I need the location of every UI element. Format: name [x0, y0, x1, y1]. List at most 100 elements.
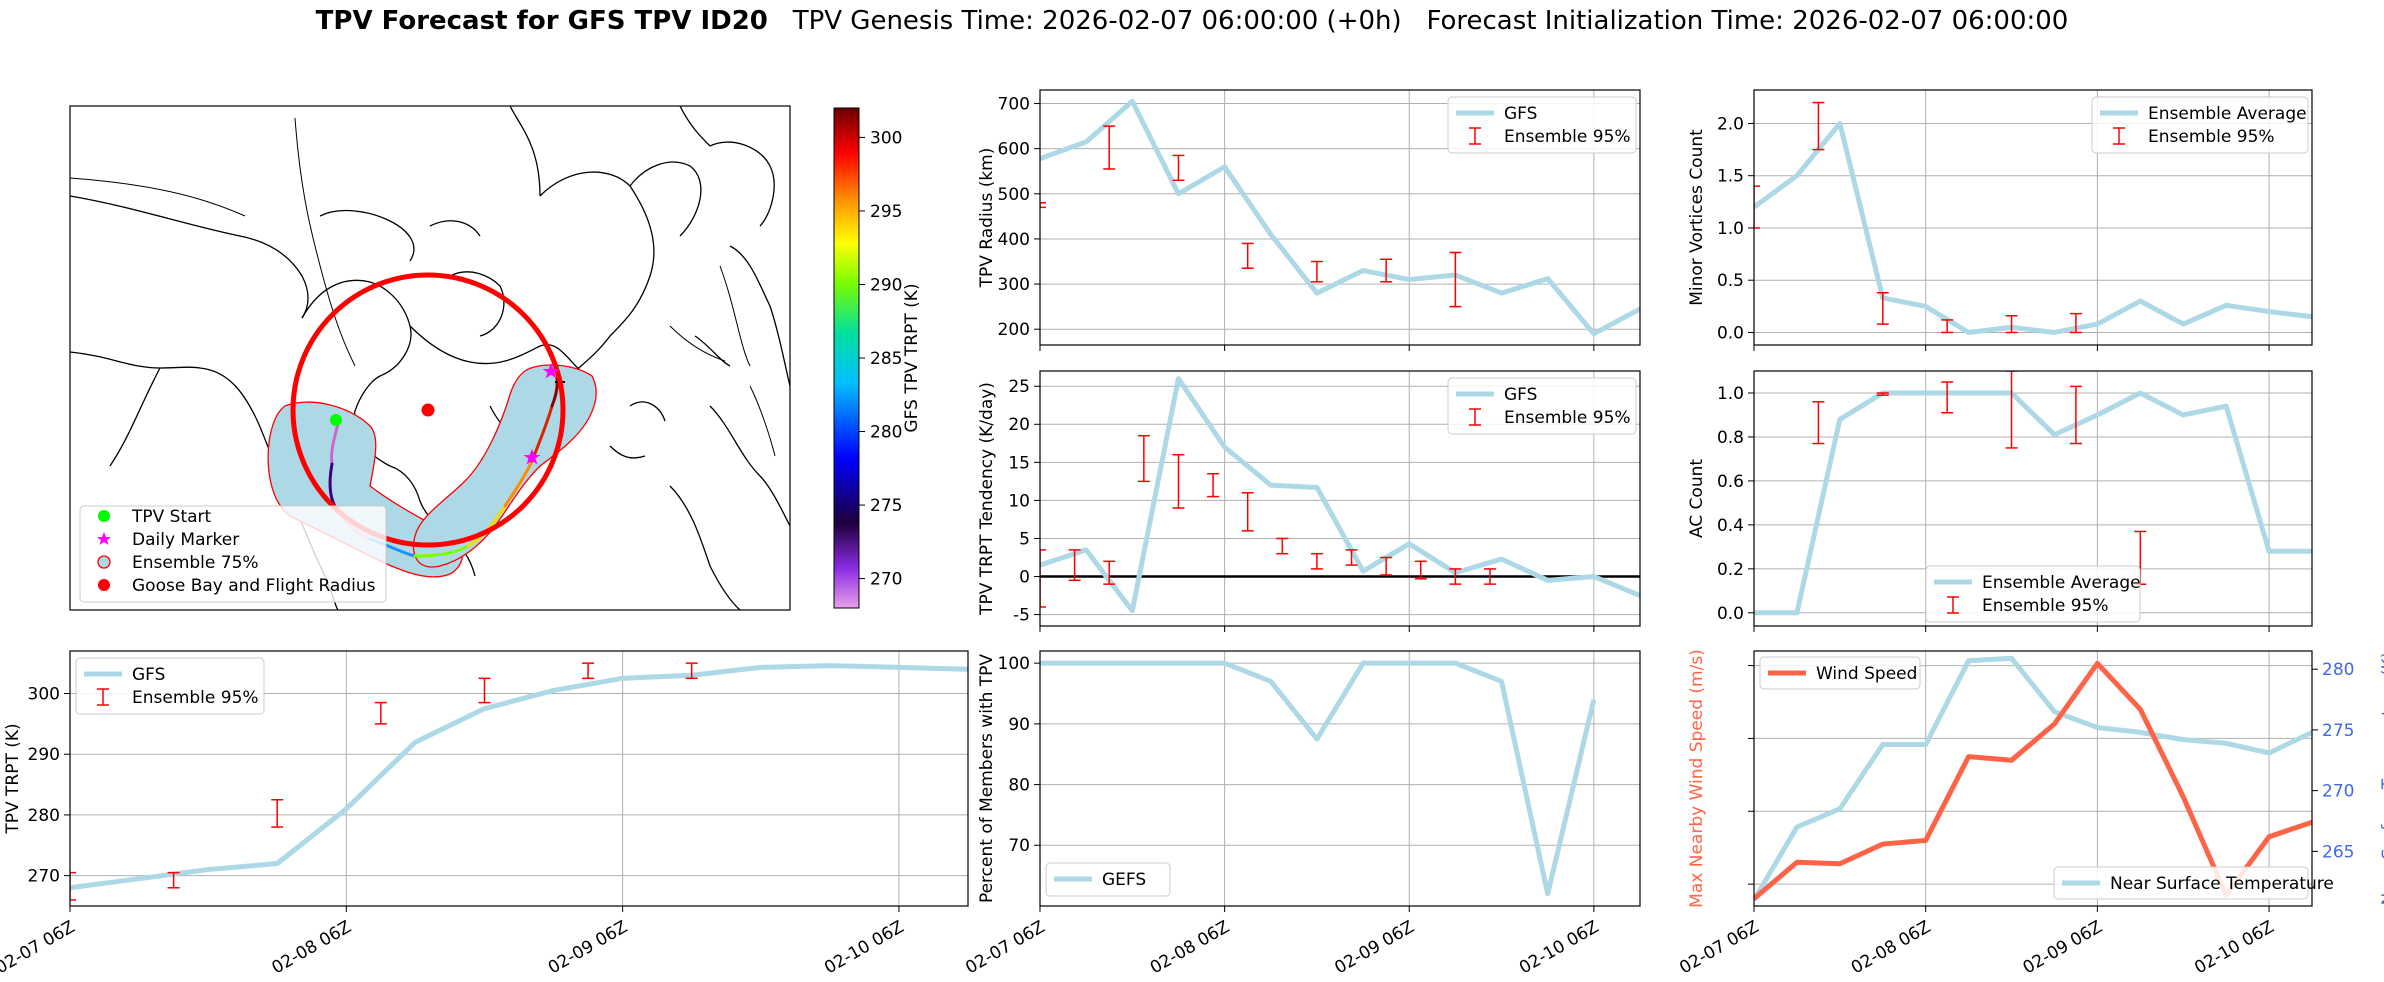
flight-radius-circle [290, 272, 566, 548]
legend-label: GFS [132, 665, 165, 685]
ensemble-95-errorbar [1241, 242, 1254, 270]
y-tick-label: 25 [1008, 377, 1030, 397]
legend-daily-marker [97, 532, 111, 545]
gfs-line [1040, 376, 1640, 614]
colorbar-tick-label: 300 [870, 128, 902, 148]
axes-frame [1039, 370, 1641, 627]
ensemble-95-errorbar [1484, 568, 1496, 585]
y-right-tick-label: 270 [2322, 782, 2354, 802]
y-tick-label: 270 [28, 867, 60, 887]
x-tick-label: 02-08 06Z [1848, 917, 1934, 978]
y-tick-label: 70 [1008, 836, 1030, 856]
axes-frame [1039, 650, 1641, 907]
ensemble-95-errorbar [1380, 556, 1393, 576]
legend: GFS Ensemble 95% [1447, 96, 1637, 154]
colorbar-label: GFS TPV TRPT (K) [902, 283, 922, 432]
ensemble-95-errorbar [1310, 552, 1323, 570]
legend-label: GEFS [1102, 870, 1146, 890]
ensemble-average-line [1754, 120, 2312, 335]
legend-label: Ensemble 95% [1504, 408, 1631, 428]
legend: Ensemble Average Ensemble 95% [1925, 565, 2141, 623]
legend-box [1925, 565, 2141, 623]
colorbar-ticks: 270 275 280 285 290 295 300 [859, 128, 902, 590]
gfs-line [1040, 98, 1640, 337]
legend: GFS Ensemble 95% [1447, 377, 1637, 435]
legend-box [75, 657, 265, 715]
y-right-tick-label: 280 [2322, 660, 2354, 680]
legend-ensemble-75-marker [97, 555, 111, 569]
ensemble-95-errorbar [1068, 549, 1081, 582]
y-tick-label: 20 [1008, 415, 1030, 435]
ensemble-95-errorbar [1137, 434, 1150, 483]
ensemble-95-errorbar [582, 662, 595, 680]
gefs-line [1040, 660, 1597, 897]
y-tick-label: 0.0 [1717, 604, 1744, 624]
ensemble-95-errorbar [478, 677, 491, 704]
ensemble-95-errorbar [1414, 560, 1427, 580]
legend-label: Ensemble 95% [1504, 127, 1631, 147]
y-right-tick-label: 275 [2322, 721, 2354, 741]
y-axis-label: TPV TRPT Tendency (K/day) [977, 382, 997, 616]
map-area: TPV Start Daily Marker Ensemble 75% Goos… [70, 106, 790, 610]
colorbar-tick-label: 295 [870, 202, 902, 222]
tpv-start-point [330, 414, 342, 426]
y-tick-label: 290 [28, 745, 60, 765]
colorbar-tick-label: 285 [870, 349, 902, 369]
legend-label: Wind Speed [1816, 664, 1917, 684]
legend: GEFS [1045, 862, 1171, 897]
ensemble-75-region-west [267, 401, 463, 578]
y-tick-label: 0.6 [1717, 472, 1744, 492]
y-tick-label: 0.8 [1717, 428, 1744, 448]
ensemble-95-errorbar [70, 871, 76, 901]
ensemble-95-errorbar [1876, 392, 1889, 396]
ensemble-95-errorbar [1103, 125, 1116, 170]
legend-goose-bay-marker [98, 579, 110, 591]
x-tick-label: 02-08 06Z [1147, 917, 1233, 978]
legend-box [1447, 377, 1637, 435]
x-tick-label: 02-10 06Z [2191, 917, 2277, 978]
plot-area [1754, 371, 2312, 626]
x-tick-label: 02-10 06Z [821, 917, 907, 978]
y-tick-label: 500 [998, 185, 1030, 205]
ensemble-95-errorbar [1449, 251, 1462, 308]
borders [70, 117, 776, 457]
y-tick-label: 5 [1019, 529, 1030, 549]
legend-goose-bay: Goose Bay and Flight Radius [132, 576, 376, 596]
y-tick-label: 1.5 [1717, 167, 1744, 187]
y-tick-label: 100 [998, 654, 1030, 674]
daily-marker-2 [523, 449, 541, 465]
legend-label: Ensemble Average [2148, 104, 2307, 124]
legend-daily-marker-label: Daily Marker [132, 530, 239, 550]
plot-area [1040, 651, 1640, 906]
y-tick-label: 400 [998, 230, 1030, 250]
x-tick-label: 02-07 06Z [0, 917, 79, 978]
figure-title-bold: TPV Forecast for GFS TPV ID20 [315, 6, 768, 36]
colorbar-tick-label: 290 [870, 275, 902, 295]
legend-temperature: Near Surface Temperature [2053, 866, 2334, 900]
y-tick-label: 300 [998, 275, 1030, 295]
legend-wind: Wind Speed [1759, 656, 1921, 690]
y-tick-label: 600 [998, 140, 1030, 160]
y-tick-label: 0.0 [1717, 323, 1744, 343]
wind-speed-line [1754, 660, 2312, 901]
axes-frame [1753, 370, 2313, 627]
ensemble-95-errorbar [1172, 453, 1185, 509]
legend-box [2091, 96, 2309, 154]
ensemble-95-errorbar [1380, 258, 1393, 283]
ensemble-95-errorbar [1207, 473, 1220, 498]
ensemble-95-errorbar [374, 701, 387, 725]
ensemble-95-errorbar [2005, 314, 2018, 334]
legend-label: Ensemble Average [1982, 573, 2141, 593]
plot-area [1754, 90, 2312, 345]
y-tick-label: 0 [1019, 567, 1030, 587]
map-frame [69, 105, 791, 611]
colorbar-tick-label: 270 [870, 570, 902, 590]
legend-label: Near Surface Temperature [2110, 874, 2334, 894]
plot-area [1754, 651, 2312, 906]
y-axis-label: Minor Vortices Count [1687, 129, 1707, 306]
legend-label: Ensemble 95% [132, 688, 259, 708]
trpt-tendency-chart: -5 0 5 10 15 20 25 TPV TRPT Tendency (K/day) GFS… [977, 370, 1641, 632]
map-legend: TPV Start Daily Marker Ensemble 75% Goos… [79, 505, 387, 603]
ensemble-95-errorbar [2069, 385, 2082, 445]
legend: Ensemble Average Ensemble 95% [2091, 96, 2309, 154]
